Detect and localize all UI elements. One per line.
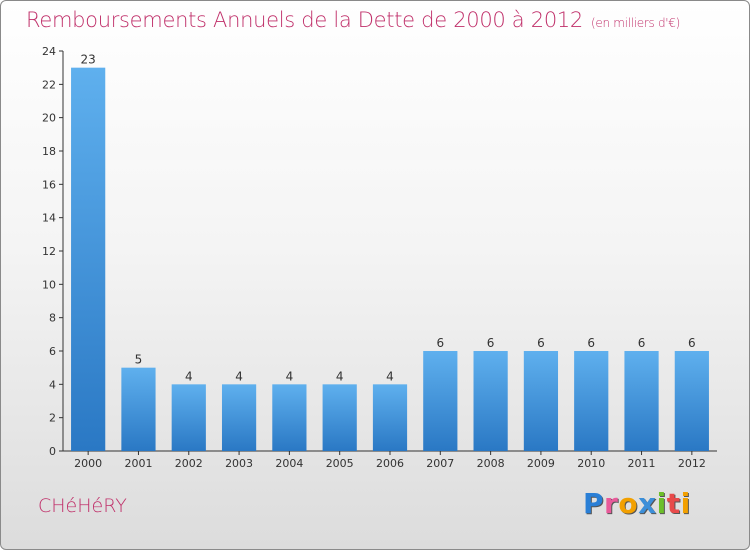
bar-value-label: 4	[286, 369, 294, 383]
x-tick-label: 2003	[225, 457, 253, 470]
x-tick-label: 2005	[326, 457, 354, 470]
x-tick-label: 2010	[577, 457, 605, 470]
x-tick-label: 2000	[74, 457, 102, 470]
bar	[171, 384, 206, 451]
x-tick-label: 2007	[426, 457, 454, 470]
y-tick-label: 14	[42, 212, 56, 225]
y-tick-label: 2	[49, 412, 56, 425]
logo-letter: i	[656, 487, 667, 520]
x-tick-label: 2008	[477, 457, 505, 470]
bar	[624, 351, 659, 451]
bar	[423, 351, 458, 451]
x-tick-label: 2001	[124, 457, 152, 470]
logo-letter: i	[680, 487, 691, 520]
bar-value-label: 6	[587, 336, 595, 350]
bar-value-label: 5	[135, 353, 143, 367]
logo-letter: P	[583, 487, 605, 520]
bar	[221, 384, 257, 451]
bar	[574, 351, 609, 451]
x-tick-label: 2006	[376, 457, 404, 470]
y-tick-label: 16	[42, 178, 56, 191]
y-tick-label: 24	[42, 45, 56, 58]
logo-letter: x	[638, 487, 657, 520]
x-tick-label: 2012	[678, 457, 706, 470]
y-tick-label: 6	[49, 345, 56, 358]
bar-value-label: 6	[688, 336, 696, 350]
bar	[523, 351, 559, 451]
bar-value-label: 6	[436, 336, 444, 350]
bar	[71, 67, 106, 452]
bar	[372, 384, 408, 451]
bar	[674, 351, 709, 451]
bar-value-label: 4	[336, 369, 344, 383]
bar-value-label: 23	[81, 53, 96, 67]
logo-letter: r	[604, 487, 619, 520]
logo-letter: o	[618, 487, 639, 520]
bar	[121, 367, 156, 451]
chart-subtitle: (en milliers d'€)	[591, 16, 681, 30]
bar-value-label: 6	[537, 336, 545, 350]
chart-title: Remboursements Annuels de la Dette de 20…	[26, 8, 680, 32]
x-tick-label: 2002	[175, 457, 203, 470]
bar	[473, 351, 508, 451]
y-tick-label: 10	[42, 278, 56, 291]
y-tick-label: 20	[42, 112, 56, 125]
bar-value-label: 4	[185, 369, 193, 383]
y-tick-label: 12	[42, 245, 56, 258]
x-tick-label: 2011	[628, 457, 656, 470]
town-name: CHéHéRY	[38, 495, 127, 517]
y-tick-label: 22	[42, 78, 56, 91]
y-tick-label: 4	[49, 378, 56, 391]
y-tick-label: 18	[42, 145, 56, 158]
chart-title-text: Remboursements Annuels de la Dette de 20…	[26, 8, 583, 32]
x-tick-label: 2009	[527, 457, 555, 470]
bar-value-label: 4	[386, 369, 394, 383]
y-tick-label: 0	[49, 445, 56, 458]
y-tick-label: 8	[49, 312, 56, 325]
bars: 23 5 4 4 4 4 4 6 6 6 6 6 6	[71, 53, 709, 452]
logo-letter: t	[666, 487, 681, 520]
bar-value-label: 4	[235, 369, 243, 383]
bar-value-label: 6	[638, 336, 646, 350]
bar	[322, 384, 357, 451]
bar-value-label: 6	[487, 336, 495, 350]
x-tick-label: 2004	[275, 457, 303, 470]
proxiti-logo: Proxiti	[583, 487, 691, 520]
bar	[272, 384, 307, 451]
